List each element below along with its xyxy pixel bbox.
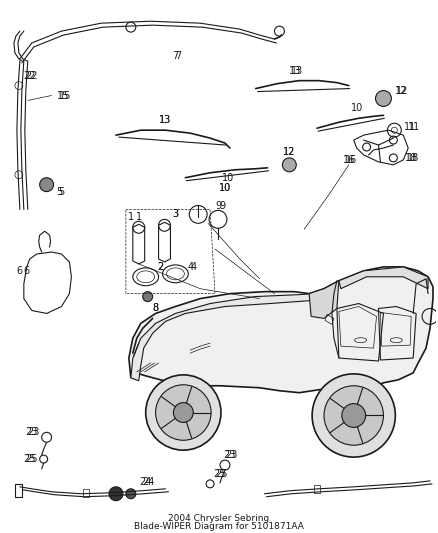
Text: 18: 18	[405, 153, 417, 163]
Text: 7: 7	[175, 51, 181, 61]
Circle shape	[342, 403, 366, 427]
Text: 10: 10	[350, 103, 363, 114]
Circle shape	[146, 375, 221, 450]
Text: 13: 13	[289, 66, 301, 76]
Text: 9: 9	[219, 201, 225, 212]
Polygon shape	[309, 281, 339, 318]
Text: 3: 3	[172, 209, 178, 220]
Circle shape	[155, 385, 211, 440]
Text: 11: 11	[408, 122, 420, 132]
Circle shape	[375, 91, 392, 107]
Text: 2004 Chrysler Sebring: 2004 Chrysler Sebring	[168, 514, 270, 523]
Text: 6: 6	[17, 266, 23, 276]
Text: 25: 25	[24, 454, 36, 464]
Text: 13: 13	[291, 66, 304, 76]
Text: 25: 25	[214, 469, 226, 479]
Text: 4: 4	[190, 262, 196, 272]
Text: 24: 24	[139, 477, 152, 487]
Text: 18: 18	[407, 153, 419, 163]
Circle shape	[109, 487, 123, 500]
Text: 10: 10	[219, 183, 231, 192]
Circle shape	[312, 374, 396, 457]
Circle shape	[324, 386, 383, 445]
Text: 9: 9	[215, 201, 221, 212]
Circle shape	[173, 402, 193, 423]
Text: 10: 10	[219, 183, 231, 192]
Text: 16: 16	[343, 155, 355, 165]
Text: Blade-WIPER Diagram for 5101871AA: Blade-WIPER Diagram for 5101871AA	[134, 522, 304, 531]
Text: 15: 15	[57, 91, 70, 101]
Text: 5: 5	[57, 187, 63, 197]
Text: 3: 3	[172, 209, 178, 220]
Text: 1: 1	[128, 212, 134, 222]
Text: 13: 13	[159, 115, 172, 125]
Text: 16: 16	[345, 155, 357, 165]
Text: 7: 7	[172, 51, 179, 61]
Text: 23: 23	[226, 450, 238, 460]
Circle shape	[126, 489, 136, 499]
Text: 22: 22	[24, 71, 36, 80]
Circle shape	[143, 292, 152, 302]
Text: 2: 2	[157, 262, 164, 272]
Polygon shape	[129, 267, 433, 393]
Polygon shape	[131, 294, 314, 381]
Text: 25: 25	[216, 469, 228, 479]
Circle shape	[283, 158, 296, 172]
Text: 12: 12	[396, 86, 409, 95]
Polygon shape	[339, 267, 428, 289]
Text: 23: 23	[224, 450, 236, 460]
Text: 5: 5	[58, 187, 65, 197]
Text: 22: 22	[25, 71, 38, 80]
Text: 12: 12	[283, 147, 296, 157]
Text: 11: 11	[404, 122, 417, 132]
Text: 24: 24	[142, 477, 155, 487]
Text: 12: 12	[283, 147, 296, 157]
Text: 10: 10	[222, 173, 234, 183]
Text: 23: 23	[28, 427, 40, 438]
Text: 2: 2	[157, 262, 164, 272]
Text: 23: 23	[25, 427, 38, 438]
Circle shape	[40, 177, 53, 191]
Text: 15: 15	[59, 91, 72, 101]
Text: 13: 13	[159, 115, 172, 125]
Text: 25: 25	[25, 454, 38, 464]
Text: 1: 1	[136, 212, 142, 222]
Text: 6: 6	[24, 266, 30, 276]
Text: 8: 8	[152, 303, 159, 313]
Text: 12: 12	[395, 86, 407, 95]
Text: 4: 4	[187, 262, 193, 272]
Text: 8: 8	[152, 303, 159, 313]
